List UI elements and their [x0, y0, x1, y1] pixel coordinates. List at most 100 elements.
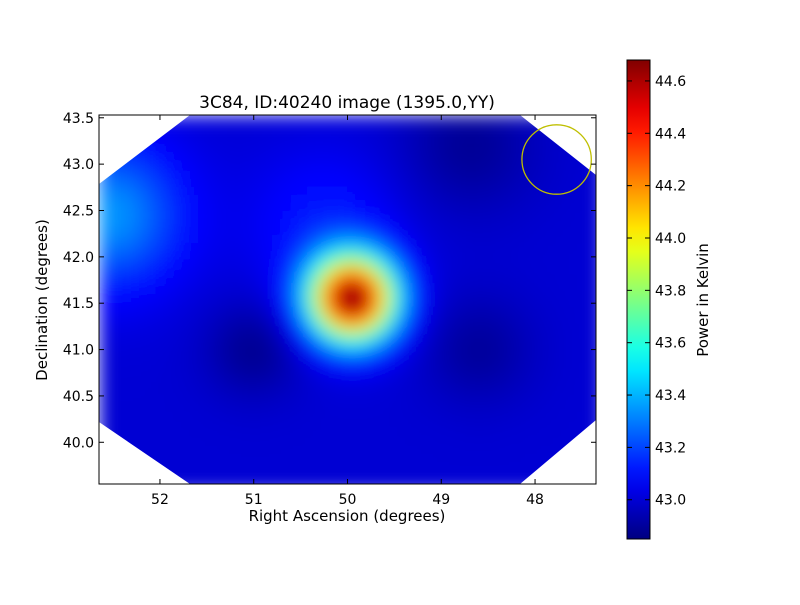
heatmap-cell	[419, 235, 428, 244]
heatmap-cell	[171, 339, 180, 348]
heatmap-cell	[347, 203, 356, 212]
heatmap-cell	[251, 243, 260, 252]
heatmap-cell	[475, 459, 484, 468]
heatmap-cell	[179, 299, 188, 308]
heatmap-cell	[483, 179, 492, 188]
heatmap-cell	[419, 427, 428, 436]
heatmap-cell	[163, 371, 172, 380]
heatmap-cell	[307, 347, 316, 356]
x-axis-label: Right Ascension (degrees)	[249, 507, 446, 525]
heatmap-cell	[339, 299, 348, 308]
heatmap-cell	[563, 331, 572, 340]
heatmap-cell	[419, 411, 428, 420]
heatmap-cell	[547, 195, 556, 204]
heatmap-cell	[243, 131, 252, 140]
heatmap-cell	[243, 291, 252, 300]
heatmap-cell	[307, 427, 316, 436]
heatmap-cell	[131, 155, 140, 164]
heatmap-cell	[315, 323, 324, 332]
heatmap-cell	[547, 243, 556, 252]
heatmap-cell	[299, 267, 308, 276]
heatmap-cell	[315, 115, 324, 124]
heatmap-cell	[171, 211, 180, 220]
heatmap-cell	[139, 291, 148, 300]
heatmap-cell	[387, 427, 396, 436]
heatmap-cell	[363, 211, 372, 220]
heatmap-cell	[179, 347, 188, 356]
heatmap-cell	[275, 451, 284, 460]
heatmap-cell	[403, 427, 412, 436]
heatmap-cell	[539, 443, 548, 452]
heatmap-cell	[371, 443, 380, 452]
heatmap-cell	[523, 251, 532, 260]
heatmap-cell	[187, 155, 196, 164]
heatmap-cell	[427, 347, 436, 356]
heatmap-cell	[371, 427, 380, 436]
heatmap-cell	[515, 235, 524, 244]
heatmap-cell	[411, 331, 420, 340]
heatmap-cell	[267, 347, 276, 356]
heatmap-cell	[363, 227, 372, 236]
heatmap-cell	[283, 387, 292, 396]
heatmap-cell	[187, 251, 196, 260]
heatmap-cell	[203, 371, 212, 380]
heatmap-cell	[411, 307, 420, 316]
heatmap-cell	[347, 307, 356, 316]
heatmap-cell	[323, 131, 332, 140]
heatmap-cell	[179, 291, 188, 300]
heatmap-cell	[107, 347, 116, 356]
heatmap-cell	[291, 371, 300, 380]
heatmap-cell	[227, 291, 236, 300]
heatmap-cell	[507, 427, 516, 436]
heatmap-cell	[211, 411, 220, 420]
heatmap-cell	[179, 459, 188, 468]
heatmap-cell	[395, 347, 404, 356]
heatmap-cell	[547, 211, 556, 220]
heatmap-cell	[363, 451, 372, 460]
heatmap-cell	[491, 347, 500, 356]
heatmap-cell	[395, 227, 404, 236]
heatmap-cell	[275, 395, 284, 404]
heatmap-cell	[507, 147, 516, 156]
heatmap-cell	[515, 387, 524, 396]
heatmap-cell	[155, 291, 164, 300]
heatmap-cell	[547, 163, 556, 172]
heatmap-cell	[379, 435, 388, 444]
heatmap-cell	[355, 211, 364, 220]
heatmap-cell	[499, 387, 508, 396]
heatmap-cell	[219, 347, 228, 356]
heatmap-cell	[395, 131, 404, 140]
heatmap-cell	[459, 131, 468, 140]
heatmap-cell	[547, 323, 556, 332]
heatmap-cell	[403, 187, 412, 196]
heatmap-cell	[267, 147, 276, 156]
heatmap-cell	[179, 179, 188, 188]
heatmap-cell	[435, 347, 444, 356]
heatmap-cell	[531, 411, 540, 420]
heatmap-cell	[483, 227, 492, 236]
heatmap-cell	[211, 379, 220, 388]
heatmap-cell	[315, 203, 324, 212]
heatmap-cell	[219, 443, 228, 452]
heatmap-cell	[267, 467, 276, 476]
heatmap-cell	[507, 331, 516, 340]
heatmap-cell	[243, 115, 252, 124]
heatmap-cell	[563, 155, 572, 164]
heatmap-cell	[99, 203, 108, 212]
heatmap-cell	[195, 427, 204, 436]
heatmap-cell	[435, 219, 444, 228]
heatmap-cell	[363, 171, 372, 180]
heatmap-cell	[195, 467, 204, 476]
heatmap-cell	[283, 203, 292, 212]
heatmap-cell	[539, 251, 548, 260]
heatmap-cell	[267, 387, 276, 396]
heatmap-cell	[515, 123, 524, 132]
heatmap-cell	[267, 179, 276, 188]
heatmap-cell	[435, 371, 444, 380]
heatmap-cell	[355, 331, 364, 340]
heatmap-cell	[523, 123, 532, 132]
heatmap-cell	[163, 435, 172, 444]
heatmap-cell	[251, 419, 260, 428]
heatmap-cell	[123, 187, 132, 196]
heatmap-cell	[123, 219, 132, 228]
